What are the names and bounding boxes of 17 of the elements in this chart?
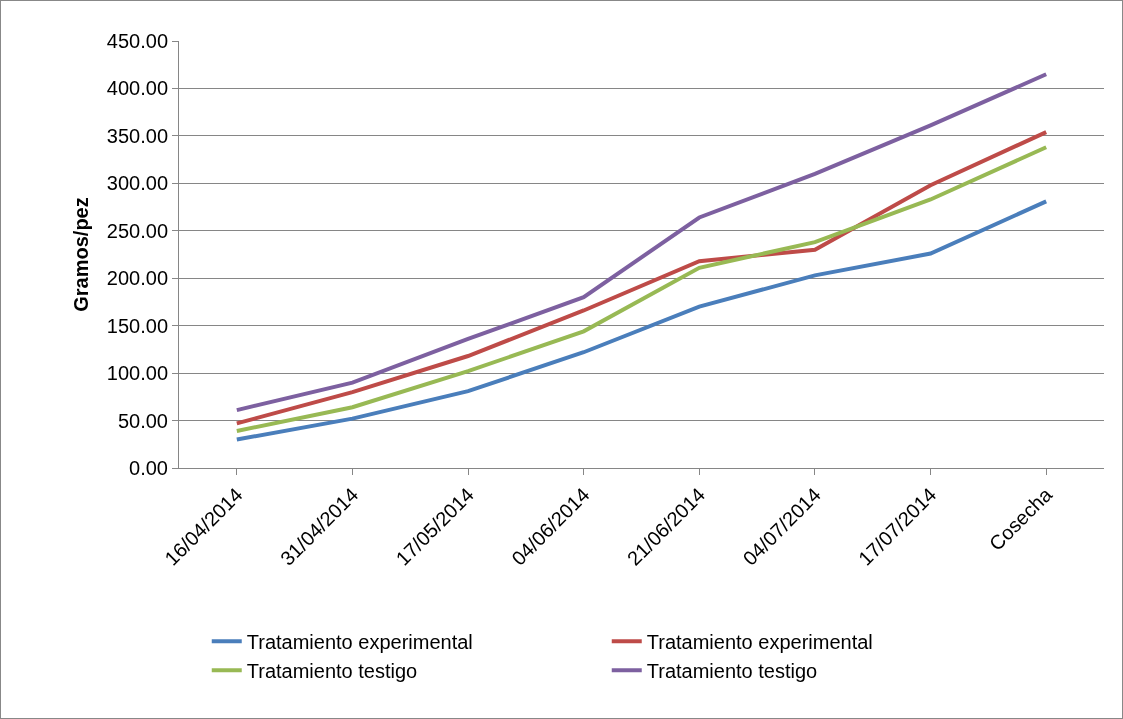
legend-label: Tratamiento experimental [246,631,473,654]
y-tick-label: 50.00 [117,409,168,432]
legend-label: Tratamiento experimental [646,631,873,654]
y-tick-label: 150.00 [106,314,168,337]
line-series [234,199,1049,442]
y-tick-label: 450.00 [106,30,168,52]
y-axis-title: Gramos/pez [70,197,93,312]
y-tick-label: 300.00 [106,172,168,195]
y-tick-label: 200.00 [106,267,168,290]
y-tick-label: 0.00 [129,457,168,479]
y-tick-label: 400.00 [106,77,168,100]
line-series [234,72,1049,413]
y-tick-label: 350.00 [106,124,168,147]
y-tick-label: 250.00 [106,219,168,242]
legend-label: Tratamiento testigo [246,660,418,683]
legend-label: Tratamiento testigo [646,660,818,683]
y-tick-label: 100.00 [106,362,168,385]
